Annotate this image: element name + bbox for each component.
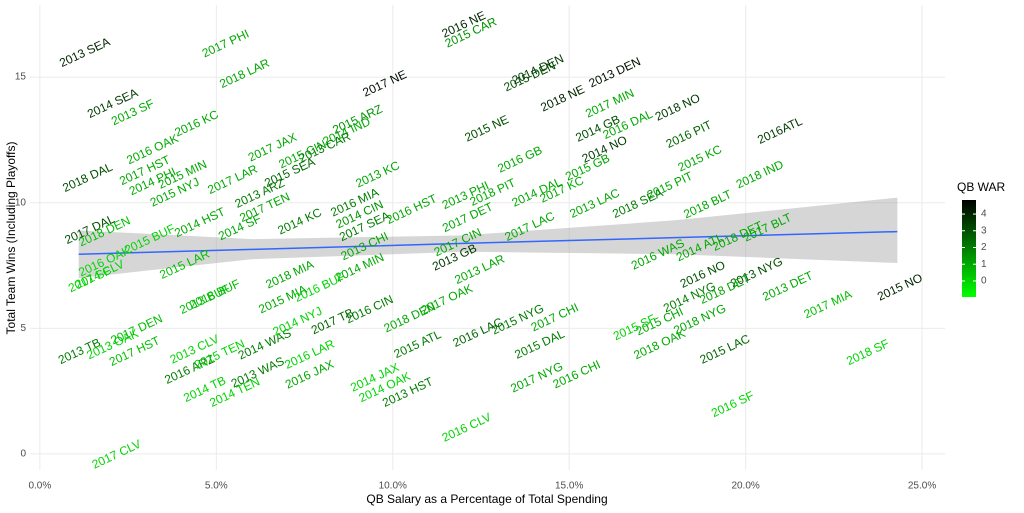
point-label: 2018 DAL xyxy=(60,160,115,195)
point-label: 2013 SEA xyxy=(57,34,112,70)
point-label: 2016 GB xyxy=(495,143,544,176)
x-tick-label: 25.0% xyxy=(908,481,936,492)
point-label: 2015 KC xyxy=(676,142,725,175)
y-tick-label: 15 xyxy=(15,72,27,83)
point-label: 2015 SF xyxy=(611,311,658,343)
point-label: 2018 IND xyxy=(734,157,786,191)
point-label: 2016ATL xyxy=(755,114,805,147)
point-label: 2015 LAC xyxy=(698,331,753,366)
legend-tick-label: 4 xyxy=(981,209,987,220)
point-label: 2017 PHI xyxy=(200,27,251,61)
point-label: 2018 SF xyxy=(844,336,891,368)
x-tick-label: 15.0% xyxy=(555,481,583,492)
point-label: 2015 ATL xyxy=(392,327,444,361)
trend-line xyxy=(78,230,898,255)
x-tick-label: 0.0% xyxy=(28,481,51,492)
x-axis-title: QB Salary as a Percentage of Total Spend… xyxy=(366,492,607,506)
point-label: 2017 MIA xyxy=(802,287,854,321)
y-axis-title: Total Team Wins (Including Playoffs) xyxy=(4,142,18,335)
point-label: 2016 PIT xyxy=(664,117,715,151)
x-tick-label: 10.0% xyxy=(379,481,407,492)
legend-tick-label: 3 xyxy=(981,225,987,236)
point-label: 2018 SEA xyxy=(610,185,665,221)
point-label: 2013 DEN xyxy=(587,54,643,90)
y-tick-label: 10 xyxy=(15,197,27,208)
point-label: 2014 KC xyxy=(275,205,324,238)
x-tick-label: 5.0% xyxy=(205,481,228,492)
point-label: 2013 KC xyxy=(353,158,402,191)
point-label: 2016 KC xyxy=(172,107,221,140)
point-label: 2014 DEN xyxy=(510,51,566,87)
point-label: 2017 OAK xyxy=(419,281,475,317)
legend-tick-label: 1 xyxy=(981,259,987,270)
point-label: 2018 LAR xyxy=(217,56,272,91)
point-label: 2018 NE xyxy=(538,82,586,114)
point-label: 2018 NO xyxy=(653,91,702,124)
y-tick-label: 0 xyxy=(20,449,26,460)
y-tick-label: 5 xyxy=(20,323,26,334)
point-label: 2018 PIT xyxy=(468,175,519,209)
legend-tick-label: 2 xyxy=(981,242,987,253)
legend-title: QB WAR xyxy=(957,180,1006,194)
point-label: 2016 SF xyxy=(709,388,756,420)
colorbar xyxy=(962,200,976,297)
x-tick-label: 20.0% xyxy=(731,481,759,492)
point-label: 2015 NE xyxy=(462,112,510,144)
confidence-band xyxy=(78,197,898,279)
point-label: 2017 NE xyxy=(361,67,409,99)
point-label: 2013 BUF xyxy=(177,281,232,317)
point-label: 2016 CLV xyxy=(440,410,493,445)
point-label: 2017 KC xyxy=(538,173,587,206)
legend-tick-label: 0 xyxy=(981,276,987,287)
point-label: 2015 NO xyxy=(875,271,924,304)
